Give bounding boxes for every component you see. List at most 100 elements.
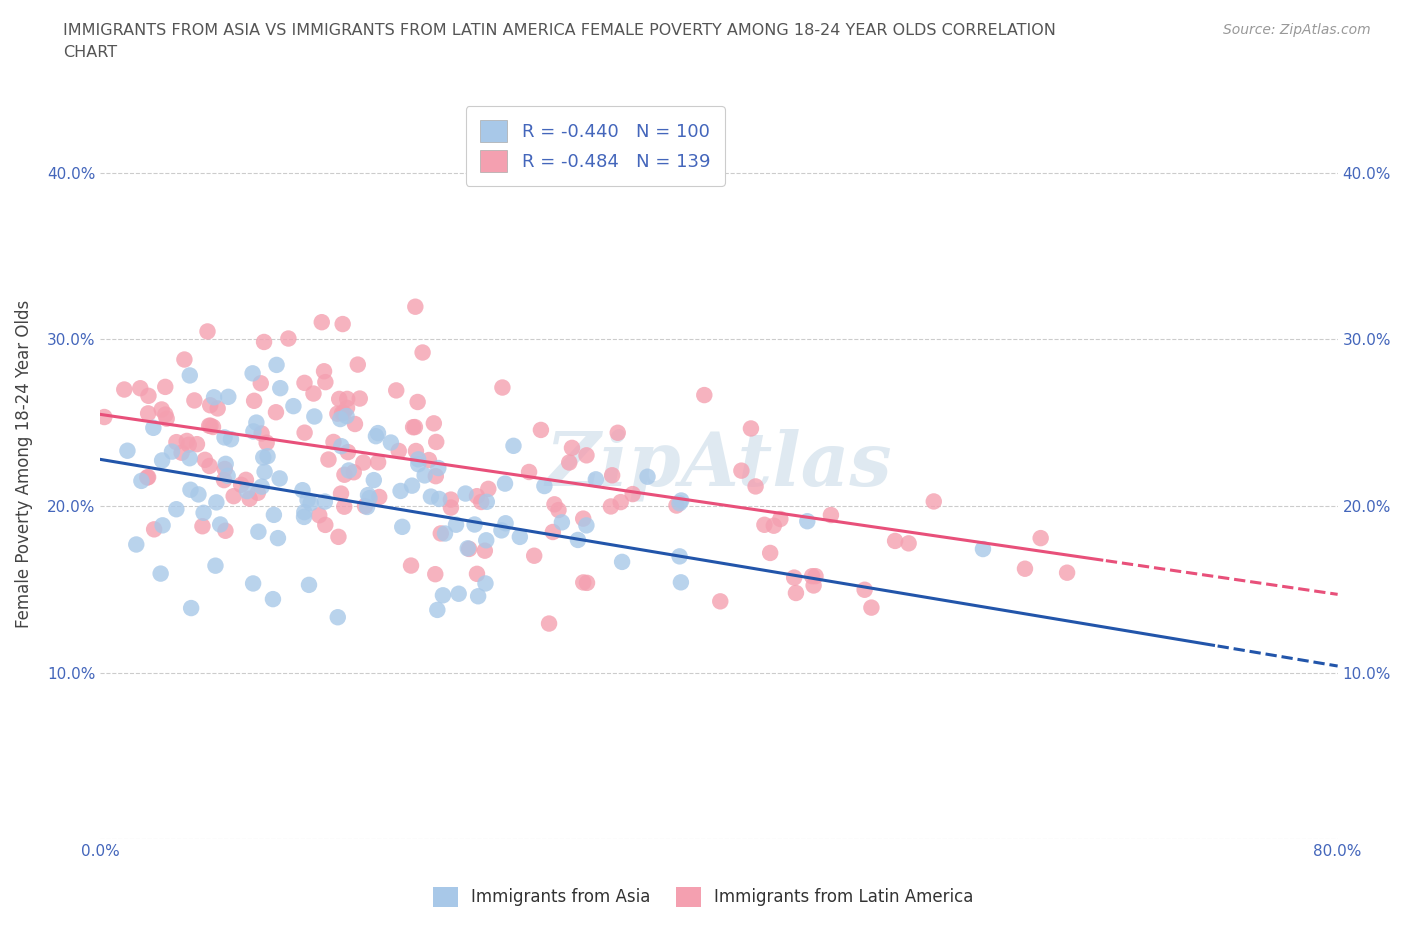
Point xyxy=(405,444,427,458)
Point xyxy=(669,575,692,590)
Point xyxy=(165,434,187,449)
Point xyxy=(136,470,159,485)
Point xyxy=(217,469,239,484)
Point xyxy=(359,491,381,506)
Point xyxy=(337,463,360,478)
Legend: Immigrants from Asia, Immigrants from Latin America: Immigrants from Asia, Immigrants from La… xyxy=(423,877,983,917)
Point xyxy=(246,485,269,500)
Text: CHART: CHART xyxy=(63,45,117,60)
Point xyxy=(332,316,354,331)
Point xyxy=(404,419,426,434)
Point xyxy=(336,392,359,406)
Point xyxy=(222,489,245,504)
Point xyxy=(427,492,450,507)
Point xyxy=(796,513,818,528)
Point xyxy=(523,549,546,564)
Point xyxy=(413,468,436,483)
Point xyxy=(972,541,994,556)
Point xyxy=(292,505,315,520)
Point xyxy=(801,569,824,584)
Point xyxy=(388,444,411,458)
Point xyxy=(266,357,288,372)
Point xyxy=(264,405,287,419)
Point xyxy=(406,452,429,467)
Point xyxy=(197,324,219,339)
Point xyxy=(149,566,172,581)
Point xyxy=(201,419,224,434)
Point xyxy=(214,524,236,538)
Point xyxy=(609,495,631,510)
Point xyxy=(262,591,284,606)
Point xyxy=(328,529,350,544)
Point xyxy=(177,437,200,452)
Point xyxy=(406,394,429,409)
Point xyxy=(474,543,496,558)
Point xyxy=(314,494,336,509)
Point xyxy=(250,426,273,441)
Point xyxy=(495,516,517,531)
Point xyxy=(470,495,492,510)
Point xyxy=(249,376,271,391)
Point xyxy=(136,470,159,485)
Point xyxy=(202,390,225,405)
Point xyxy=(709,594,731,609)
Point xyxy=(475,495,498,510)
Point xyxy=(551,515,574,530)
Point xyxy=(150,453,173,468)
Point xyxy=(474,576,496,591)
Point xyxy=(440,492,463,507)
Point xyxy=(502,438,524,453)
Point xyxy=(156,411,179,426)
Point xyxy=(423,416,446,431)
Point xyxy=(599,499,621,514)
Point xyxy=(457,541,479,556)
Point xyxy=(205,495,228,510)
Point xyxy=(356,499,378,514)
Point xyxy=(200,418,222,433)
Point xyxy=(329,412,352,427)
Point xyxy=(440,500,463,515)
Point xyxy=(283,399,305,414)
Point xyxy=(576,576,599,591)
Point xyxy=(803,578,825,593)
Point xyxy=(402,419,425,434)
Point xyxy=(600,468,623,483)
Point xyxy=(179,451,201,466)
Point xyxy=(245,415,267,430)
Point xyxy=(267,531,290,546)
Point xyxy=(269,380,291,395)
Point xyxy=(354,498,377,513)
Point xyxy=(193,505,215,520)
Point xyxy=(318,452,340,467)
Point xyxy=(160,445,183,459)
Point xyxy=(425,469,447,484)
Point xyxy=(346,357,368,372)
Point xyxy=(357,487,380,502)
Point xyxy=(585,472,607,486)
Point xyxy=(138,389,160,404)
Point xyxy=(330,486,353,501)
Point xyxy=(253,335,276,350)
Point xyxy=(432,588,454,603)
Point xyxy=(543,497,565,512)
Point xyxy=(217,390,239,405)
Point xyxy=(425,434,447,449)
Point xyxy=(314,375,336,390)
Point xyxy=(250,479,273,494)
Point xyxy=(575,448,598,463)
Point xyxy=(299,496,322,511)
Point xyxy=(884,534,907,549)
Point xyxy=(412,345,434,360)
Point xyxy=(444,517,467,532)
Point xyxy=(561,441,583,456)
Point xyxy=(860,600,883,615)
Point xyxy=(333,467,356,482)
Point xyxy=(367,426,389,441)
Point xyxy=(606,425,628,440)
Point xyxy=(269,471,291,485)
Point xyxy=(131,473,153,488)
Point xyxy=(401,478,423,493)
Point xyxy=(1014,562,1036,577)
Point xyxy=(198,458,221,473)
Point xyxy=(610,554,633,569)
